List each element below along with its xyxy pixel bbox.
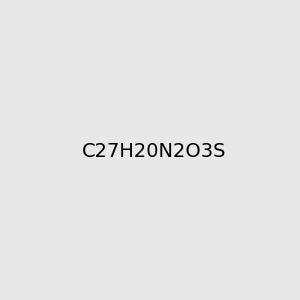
Text: C27H20N2O3S: C27H20N2O3S (82, 142, 226, 161)
